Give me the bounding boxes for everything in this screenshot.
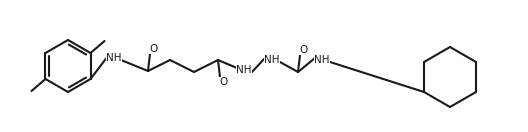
- Text: NH: NH: [236, 65, 252, 75]
- Text: NH: NH: [264, 55, 280, 65]
- Text: O: O: [219, 77, 227, 87]
- Text: NH: NH: [314, 55, 330, 65]
- Text: O: O: [299, 45, 307, 55]
- Text: NH: NH: [106, 53, 122, 63]
- Text: O: O: [149, 44, 157, 54]
